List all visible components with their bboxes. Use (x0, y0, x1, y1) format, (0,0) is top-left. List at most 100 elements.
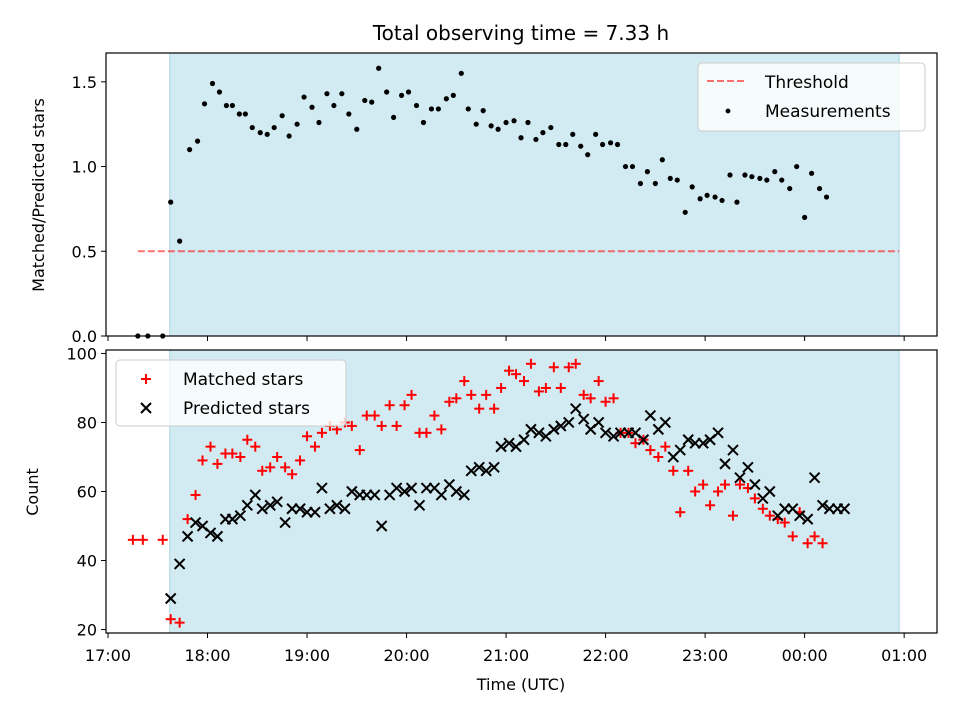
matched-star-point (197, 455, 208, 466)
matched-star-point (548, 362, 559, 373)
measurement-point (614, 141, 621, 148)
measurement-point (629, 163, 636, 170)
matched-star-point (272, 451, 283, 462)
measurement-point (697, 196, 703, 202)
predicted-star-point (339, 503, 351, 515)
measurement-point (405, 89, 412, 95)
measurement-point (194, 138, 201, 144)
matched-star-point (757, 503, 768, 514)
predicted-star-point (211, 530, 224, 543)
matched-star-point (585, 393, 596, 404)
measurement-point (339, 91, 345, 97)
measurement-point (301, 94, 307, 100)
matched-star-point (683, 465, 694, 476)
legend-matched-swatch (141, 374, 151, 384)
predicted-star-point (734, 471, 746, 484)
measurement-point (362, 97, 368, 104)
y-tick-label: 0.0 (72, 327, 97, 346)
measurement-point (533, 136, 539, 143)
measurement-point (518, 135, 524, 141)
predicted-star-point (316, 482, 328, 494)
y-tick-label: 60 (77, 483, 97, 502)
measurement-point (286, 133, 292, 139)
predicted-star-point (398, 485, 411, 498)
matched-star-point (600, 396, 611, 407)
matched-star-point (451, 393, 462, 404)
measurement-point (435, 106, 441, 112)
measurement-point (659, 157, 665, 163)
predicted-star-point (271, 496, 283, 508)
predicted-star-point (533, 427, 545, 439)
matched-star-point (466, 389, 477, 400)
matched-star-point (713, 486, 724, 497)
legend-threshold-label: Threshold (764, 73, 849, 93)
legend-measurements-label: Measurements (765, 102, 891, 122)
matched-star-point (295, 455, 306, 466)
y-tick-label: 20 (77, 621, 97, 640)
matched-star-point (555, 382, 566, 393)
measurement-point (548, 124, 554, 131)
ratio-axes-frame (105, 52, 938, 337)
measurement-point (637, 180, 644, 187)
measurement-point (488, 123, 494, 129)
matched-star-point (734, 479, 745, 490)
measurement-point (209, 80, 216, 87)
measurement-point (428, 106, 435, 112)
legend-predicted-label: Predicted stars (183, 399, 310, 419)
predicted-star-point (234, 509, 247, 522)
matched-star-point (779, 517, 790, 528)
measurement-point (331, 102, 337, 109)
count-legend-box (115, 359, 347, 427)
matched-star-point (802, 538, 813, 549)
x-tick-label: 23:00 (682, 646, 728, 665)
predicted-star-point (599, 427, 612, 439)
predicted-star-point (637, 434, 650, 446)
measurement-points (135, 65, 830, 339)
measurement-point (556, 141, 562, 148)
predicted-star-point (503, 437, 515, 449)
matched-star-point (174, 617, 185, 628)
matched-star-point (749, 493, 760, 504)
measurement-point (570, 131, 576, 137)
measurement-point (413, 102, 420, 109)
matched-star-point (653, 451, 664, 462)
measurement-point (257, 130, 263, 136)
legend-predicted-marker (140, 402, 152, 414)
measurement-point (309, 104, 315, 110)
matched-star-point (436, 424, 447, 435)
y-tick-label: 40 (77, 552, 97, 571)
measurement-point (316, 119, 322, 126)
predicted-star-point (525, 423, 537, 436)
measurement-point (271, 124, 277, 131)
x-tick-label: 21:00 (483, 646, 529, 665)
measurement-point (369, 99, 375, 105)
x-tick-label: 00:00 (782, 646, 828, 665)
matched-star-point (817, 538, 828, 549)
predicted-star-point (331, 499, 343, 512)
x-tick-label: 22:00 (583, 646, 629, 665)
matched-star-point (406, 389, 417, 400)
measurement-point (264, 131, 270, 137)
measurement-point (794, 163, 800, 170)
measurement-point (223, 102, 230, 109)
predicted-star-point (793, 509, 806, 522)
measurement-point (420, 119, 427, 126)
matched-star-point (190, 489, 201, 500)
matched-star-point (474, 403, 485, 414)
matched-star-point (421, 427, 432, 438)
predicted-star-point (181, 530, 194, 543)
measurement-point (779, 177, 785, 183)
y-tick-label: 80 (77, 413, 97, 432)
matched-star-point (384, 400, 395, 411)
measurement-point (398, 92, 405, 98)
measurement-point (525, 119, 531, 126)
matched-star-point (227, 448, 238, 459)
measurement-point (809, 170, 815, 176)
measurement-point (511, 118, 517, 124)
measurement-point (495, 126, 501, 132)
measurement-point (346, 111, 352, 117)
measurement-point (652, 180, 658, 187)
predicted-star-point (495, 440, 507, 453)
predicted-star-point (816, 499, 829, 512)
